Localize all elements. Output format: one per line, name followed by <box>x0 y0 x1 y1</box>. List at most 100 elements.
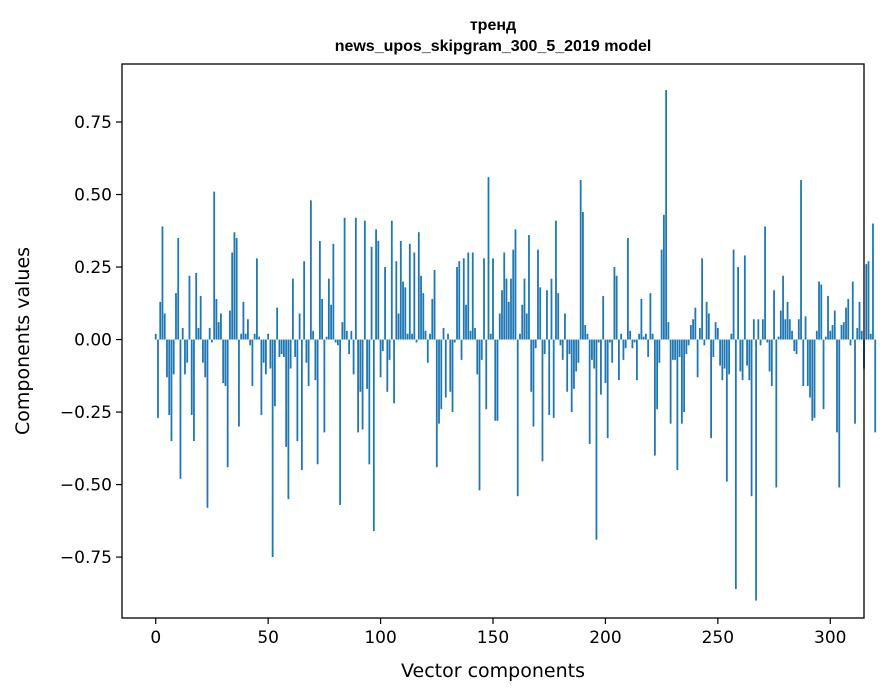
bar <box>357 339 359 433</box>
x-tick-label: 50 <box>257 628 279 648</box>
bar <box>530 339 533 392</box>
bar <box>548 339 551 415</box>
bar <box>399 240 402 340</box>
bar <box>813 339 816 418</box>
bar <box>172 339 175 375</box>
bar <box>220 313 222 340</box>
bar <box>676 339 679 471</box>
bar <box>190 339 193 415</box>
bar <box>638 333 641 340</box>
bar <box>721 339 724 381</box>
x-axis: 0 50 100 150 200 250 300 <box>150 618 846 648</box>
bar <box>460 339 463 360</box>
bar <box>199 296 202 340</box>
bar <box>698 327 701 340</box>
x-axis-label: Vector components <box>401 660 585 682</box>
bar <box>265 339 267 375</box>
y-tick-label: 0.00 <box>74 331 112 351</box>
bar <box>166 339 168 378</box>
bar <box>159 301 162 340</box>
bar <box>694 307 697 340</box>
bar <box>847 298 850 340</box>
bar <box>791 330 793 340</box>
bar <box>611 339 614 363</box>
bar <box>577 339 580 363</box>
bar <box>685 339 688 355</box>
bar <box>186 339 189 363</box>
bar <box>217 322 220 340</box>
bar <box>707 313 710 340</box>
bar <box>161 226 164 340</box>
bar <box>618 339 620 381</box>
bar <box>483 258 485 340</box>
bar <box>631 339 634 349</box>
bar <box>660 249 663 340</box>
bar <box>836 339 838 433</box>
bar <box>667 322 670 340</box>
bar <box>379 339 382 378</box>
bar <box>595 339 598 540</box>
bar <box>332 243 335 340</box>
bar <box>874 339 877 433</box>
bar <box>208 327 211 340</box>
bar <box>541 339 544 462</box>
bar <box>680 339 683 424</box>
bar <box>222 339 225 384</box>
bar <box>492 258 494 340</box>
bar <box>827 296 829 340</box>
bar <box>260 339 263 415</box>
bar <box>755 339 757 601</box>
bar <box>687 339 690 346</box>
bar <box>213 191 216 340</box>
bar <box>842 322 845 340</box>
x-tick-label: 100 <box>364 628 396 648</box>
bar <box>534 339 537 349</box>
bar <box>359 339 362 392</box>
bar <box>422 293 425 340</box>
bar <box>188 275 191 340</box>
bar <box>269 339 272 369</box>
bar <box>833 310 836 340</box>
y-tick-label: 0.25 <box>74 258 112 278</box>
bar <box>723 339 726 369</box>
bar <box>229 310 231 340</box>
bar <box>629 330 632 340</box>
bar <box>406 333 409 340</box>
y-tick-label: 0.75 <box>74 113 112 133</box>
bar <box>712 339 715 357</box>
bar <box>435 339 438 468</box>
bar <box>442 327 445 340</box>
bar <box>858 301 861 340</box>
bar <box>604 339 607 384</box>
bar <box>710 339 713 439</box>
bar <box>579 180 582 340</box>
bar <box>386 339 389 392</box>
bar <box>276 307 279 340</box>
bar <box>168 339 171 415</box>
bar <box>170 339 173 442</box>
bar <box>456 267 458 340</box>
bar <box>674 339 677 360</box>
bar <box>851 281 854 340</box>
bar <box>444 339 447 398</box>
bar <box>768 339 771 372</box>
bar <box>485 339 488 410</box>
bar <box>462 258 465 340</box>
bar <box>575 339 578 372</box>
bar <box>782 275 784 340</box>
bar <box>856 327 859 340</box>
bar <box>440 339 443 410</box>
bar <box>408 243 411 340</box>
bar <box>539 287 542 340</box>
bar <box>154 333 157 340</box>
bar <box>730 333 733 340</box>
chart-title: тренд <box>470 17 516 34</box>
bar <box>734 339 737 589</box>
bar <box>366 339 368 389</box>
bar <box>305 339 308 363</box>
bar <box>516 339 519 497</box>
bar <box>489 333 492 340</box>
bar <box>557 293 560 340</box>
bar <box>215 298 218 340</box>
bar <box>793 339 796 352</box>
